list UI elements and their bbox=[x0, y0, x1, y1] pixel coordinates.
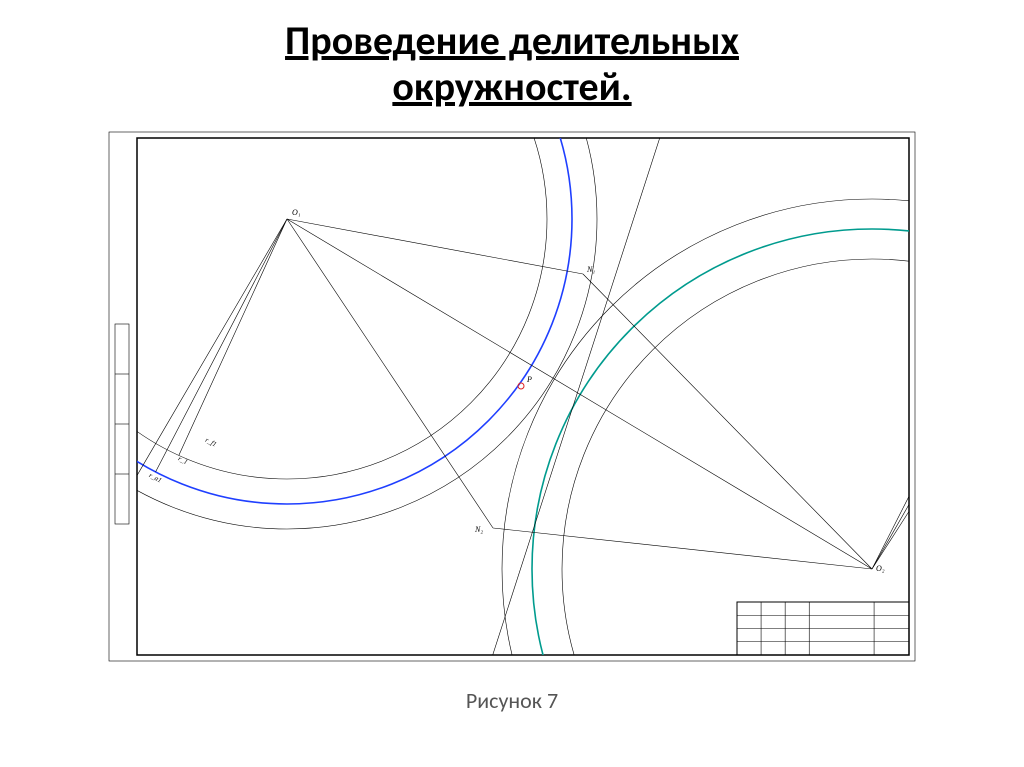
label-o1: O₁ bbox=[292, 208, 301, 217]
construction-line bbox=[583, 274, 872, 569]
right-pitch-circle bbox=[532, 229, 927, 669]
right-radius-line bbox=[872, 239, 927, 569]
line-of-action bbox=[431, 134, 661, 669]
left-radius-line bbox=[179, 219, 287, 455]
right-radius-line bbox=[872, 274, 927, 569]
outer-frame bbox=[109, 132, 915, 661]
page-title-line1: Проведение делительных bbox=[0, 18, 1024, 64]
left-radius-line bbox=[130, 219, 287, 487]
inner-frame bbox=[137, 138, 909, 655]
label-n2: N₂ bbox=[474, 525, 483, 534]
construction-line bbox=[493, 528, 872, 569]
label-p: P bbox=[526, 375, 532, 384]
label-o2: O₂ bbox=[876, 564, 885, 573]
drawing-area: O₁ O₂ P N₁ N₂ r_a1 r_1 r_f1 r_a2 r_2 r_f… bbox=[97, 124, 927, 669]
label-n1: N₁ bbox=[586, 265, 595, 274]
label-left-rf: r_f1 bbox=[204, 436, 218, 448]
label-left-ra: r_a1 bbox=[148, 471, 163, 484]
technical-drawing: O₁ O₂ P N₁ N₂ r_a1 r_1 r_f1 r_a2 r_2 r_f… bbox=[97, 124, 927, 669]
left-dedendum-circle bbox=[97, 124, 547, 479]
right-addendum-circle bbox=[502, 199, 927, 669]
construction-line bbox=[287, 219, 493, 528]
right-dedendum-circle bbox=[562, 259, 927, 669]
left-margin-strip bbox=[115, 324, 129, 524]
left-radius-line bbox=[156, 219, 287, 472]
page-title-line2: окружностей. bbox=[0, 64, 1024, 110]
construction-line bbox=[287, 219, 583, 274]
label-left-r: r_1 bbox=[177, 455, 189, 467]
figure-caption: Рисунок 7 bbox=[0, 687, 1024, 714]
left-addendum-circle bbox=[97, 124, 597, 529]
right-radius-line bbox=[872, 308, 927, 569]
drawing-content: O₁ O₂ P N₁ N₂ r_a1 r_1 r_f1 r_a2 r_2 r_f… bbox=[97, 124, 927, 669]
title-block bbox=[737, 602, 909, 655]
